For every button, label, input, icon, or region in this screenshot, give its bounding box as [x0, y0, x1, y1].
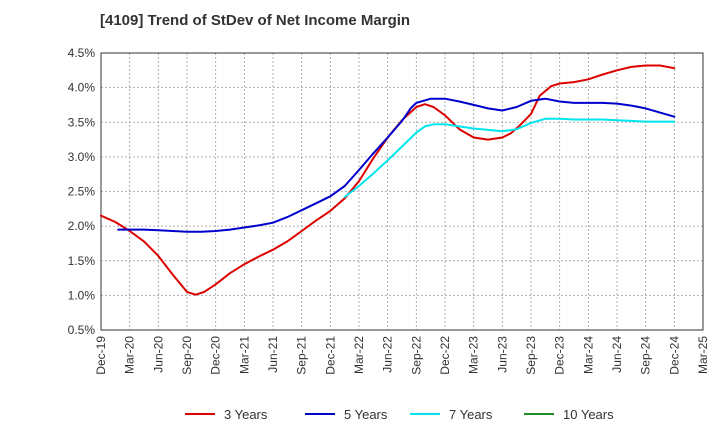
x-tick-label: Sep-22	[409, 336, 423, 375]
x-tick-label: Mar-22	[352, 336, 366, 374]
x-tick-label: Jun-23	[495, 336, 509, 373]
x-tick-label: Jun-22	[381, 336, 395, 373]
y-tick-label: 0.5%	[68, 323, 96, 337]
legend-label: 7 Years	[449, 407, 493, 422]
y-tick-label: 2.5%	[68, 185, 96, 199]
x-tick-label: Sep-20	[180, 336, 194, 375]
series-line	[117, 97, 676, 233]
x-tick-label: Mar-20	[123, 336, 137, 374]
legend-label: 10 Years	[563, 407, 614, 422]
x-tick-label: Sep-23	[524, 336, 538, 375]
x-tick-label: Jun-21	[266, 336, 280, 373]
x-tick-label: Dec-21	[323, 336, 337, 375]
y-tick-label: 1.5%	[68, 254, 96, 268]
x-tick-label: Dec-23	[553, 336, 567, 375]
y-tick-label: 1.0%	[68, 288, 96, 302]
x-tick-label: Sep-24	[639, 336, 653, 375]
series-line	[343, 117, 676, 198]
x-tick-label: Mar-25	[696, 336, 710, 374]
legend-label: 5 Years	[344, 407, 388, 422]
y-tick-label: 4.5%	[68, 46, 96, 60]
y-tick-label: 3.0%	[68, 150, 96, 164]
x-tick-label: Jun-20	[151, 336, 165, 373]
x-tick-label: Dec-19	[94, 336, 108, 375]
x-tick-label: Dec-24	[667, 336, 681, 375]
x-tick-label: Mar-23	[467, 336, 481, 374]
y-tick-label: 4.0%	[68, 81, 96, 95]
legend-label: 3 Years	[224, 407, 268, 422]
y-tick-label: 3.5%	[68, 115, 96, 129]
x-tick-label: Mar-21	[237, 336, 251, 374]
x-tick-label: Sep-21	[295, 336, 309, 375]
x-tick-label: Dec-22	[438, 336, 452, 375]
x-tick-label: Mar-24	[581, 336, 595, 374]
y-tick-label: 2.0%	[68, 219, 96, 233]
x-tick-label: Jun-24	[610, 336, 624, 373]
chart-title: [4109] Trend of StDev of Net Income Marg…	[100, 12, 411, 29]
plot-border	[100, 52, 704, 331]
x-tick-label: Dec-20	[209, 336, 223, 375]
